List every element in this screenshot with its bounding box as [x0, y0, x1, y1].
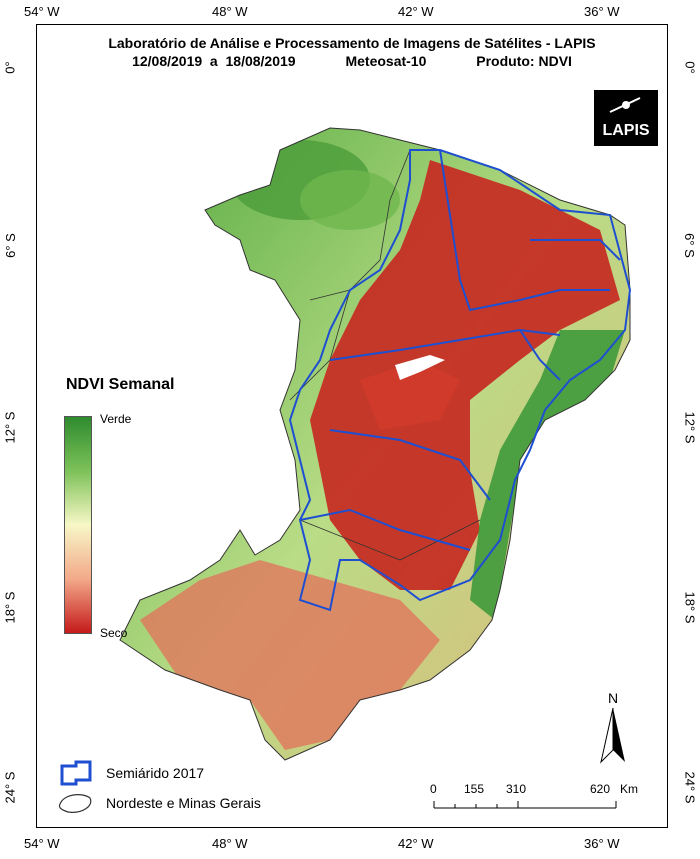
north-label: N	[607, 690, 619, 706]
legend-top-label: Verde	[100, 412, 132, 426]
logo-text: LAPIS	[602, 122, 650, 139]
north-arrow-icon	[600, 707, 625, 764]
legend-item-nordeste-label: Nordeste e Minas Gerais	[106, 795, 261, 811]
lon-tick-bottom-3: 36° W	[584, 836, 620, 851]
map-title: Laboratório de Análise e Processamento d…	[36, 34, 668, 70]
legend-color-ramp	[64, 416, 92, 634]
scale-ruler	[433, 801, 617, 809]
north-arrow: N	[598, 690, 628, 769]
lapis-logo: LAPIS	[594, 90, 658, 146]
semiarido-symbol-icon	[60, 760, 92, 786]
scale-label-620: 620	[590, 782, 611, 796]
title-subline: 12/08/2019 a 18/08/2019 Meteosat-10 Prod…	[36, 52, 668, 70]
scale-unit: Km	[620, 782, 638, 796]
legend-title: NDVI Semanal	[66, 376, 175, 393]
lon-tick-top-3: 36° W	[584, 4, 620, 19]
lon-tick-bottom-2: 42° W	[398, 836, 434, 851]
lon-tick-top-2: 42° W	[398, 4, 434, 19]
legend-item-semiarido-label: Semiárido 2017	[106, 765, 205, 781]
legend-item-nordeste: Nordeste e Minas Gerais	[56, 790, 261, 816]
lon-tick-top-1: 48° W	[212, 4, 248, 19]
title-product: Produto: NDVI	[476, 53, 572, 69]
title-lab: Laboratório de Análise e Processamento d…	[108, 35, 596, 51]
lon-tick-top-0: 54° W	[24, 4, 60, 19]
satellite-icon	[609, 97, 641, 113]
legend-bottom-label: Seco	[100, 626, 128, 640]
scale-label-155: 155	[464, 782, 485, 796]
legend-item-semiarido: Semiárido 2017	[56, 760, 204, 786]
title-satellite: Meteosat-10	[345, 53, 427, 69]
nordeste-symbol-icon	[58, 794, 92, 813]
scale-label-310: 310	[506, 782, 527, 796]
lon-tick-bottom-0: 54° W	[24, 836, 60, 851]
lon-tick-bottom-1: 48° W	[212, 836, 248, 851]
title-date-range: 12/08/2019 a 18/08/2019	[132, 53, 296, 69]
scale-bar: 0 155 310 620 Km	[430, 782, 642, 815]
scale-label-0: 0	[430, 782, 437, 796]
